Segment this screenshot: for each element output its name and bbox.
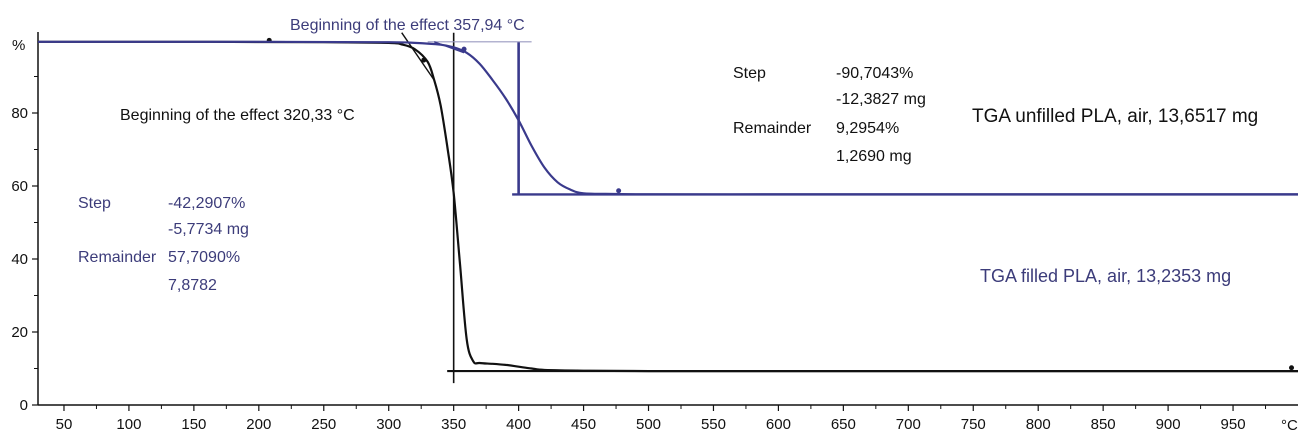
x-tick-label: 550: [701, 416, 726, 433]
x-tick-label: 50: [56, 416, 73, 433]
filled-step-label: Step: [78, 195, 111, 212]
x-tick-label: 850: [1091, 416, 1116, 433]
x-tick-label: 600: [766, 416, 791, 433]
unfilled-remainder-label: Remainder: [733, 120, 812, 137]
marker-dot: [616, 188, 622, 194]
marker-dot: [1289, 365, 1295, 371]
onset-label-filled: Beginning of the effect 357,94 °C: [290, 17, 525, 34]
filled-remainder-mg: 7,8782: [168, 277, 217, 294]
series-line-filled-pla: [37, 40, 1298, 196]
y-tick-label: 20: [11, 324, 28, 341]
unfilled-step-pct: -90,7043%: [836, 65, 913, 82]
x-tick-label: 150: [181, 416, 206, 433]
filled-remainder-label: Remainder: [78, 249, 157, 266]
filled-remainder-pct: 57,7090%: [168, 249, 240, 266]
step-markers: [266, 32, 1298, 384]
x-tick-label: 500: [636, 416, 661, 433]
y-tick-label: 80: [11, 105, 28, 122]
onset-tangent-unfilled: [401, 32, 435, 81]
x-tick-label: 350: [441, 416, 466, 433]
filled-step-pct: -42,2907%: [168, 195, 245, 212]
x-axis-label: °C: [1281, 417, 1298, 434]
series-name-filled: TGA filled PLA, air, 13,2353 mg: [980, 266, 1231, 286]
x-tick-label: 800: [1026, 416, 1051, 433]
x-tick-label: 300: [376, 416, 401, 433]
x-tick-label: 250: [311, 416, 336, 433]
x-tick-label: 450: [571, 416, 596, 433]
unfilled-remainder-pct: 9,2954%: [836, 120, 899, 137]
x-tick-label: 900: [1156, 416, 1181, 433]
y-tick-label: 40: [11, 251, 28, 268]
y-axis-label: %: [12, 37, 25, 54]
x-tick-label: 400: [506, 416, 531, 433]
tick-labels: 50 100 150 200 250 300 350 400 450 500 550 600 650 70…: [11, 105, 1245, 433]
series-line-unfilled-pla: [37, 40, 1298, 373]
x-tick-label: 200: [246, 416, 271, 433]
unfilled-remainder-mg: 1,2690 mg: [836, 148, 912, 165]
axes: [37, 32, 1298, 406]
y-tick-label: 0: [20, 397, 28, 414]
x-tick-label: 950: [1221, 416, 1246, 433]
series-name-unfilled: TGA unfilled PLA, air, 13,6517 mg: [972, 106, 1258, 127]
x-tick-label: 100: [116, 416, 141, 433]
ticks: [32, 76, 1267, 411]
x-tick-label: 750: [961, 416, 986, 433]
unfilled-step-mg: -12,3827 mg: [836, 91, 926, 108]
x-tick-label: 700: [896, 416, 921, 433]
onset-label-unfilled: Beginning of the effect 320,33 °C: [120, 107, 355, 124]
x-tick-label: 650: [831, 416, 856, 433]
unfilled-step-label: Step: [733, 65, 766, 82]
y-tick-label: 60: [11, 178, 28, 195]
filled-step-mg: -5,7734 mg: [168, 221, 249, 238]
